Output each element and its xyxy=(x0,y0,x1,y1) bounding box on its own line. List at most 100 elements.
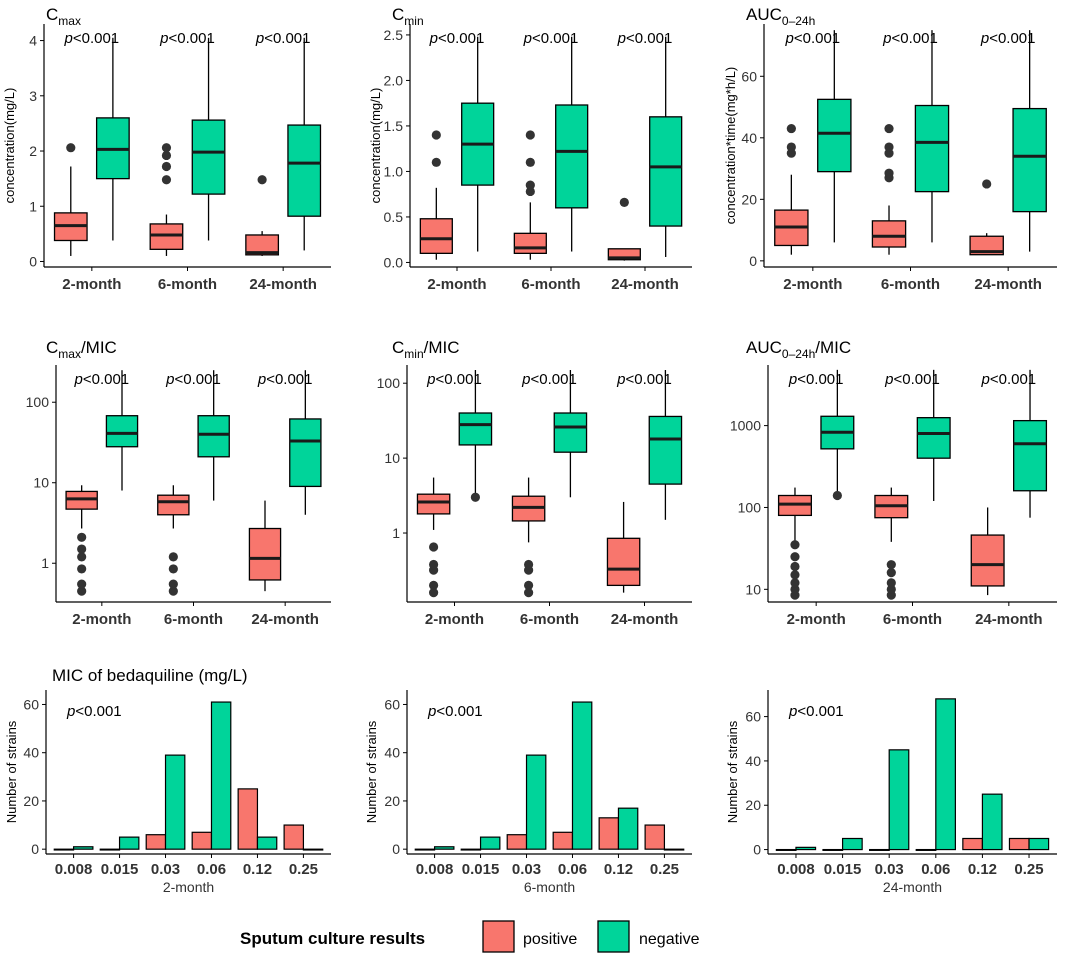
y-tick-label: 2.0 xyxy=(384,72,404,88)
y-tick-label: 40 xyxy=(23,745,39,761)
bar-positive xyxy=(506,834,528,850)
y-tick-label: 100 xyxy=(738,499,762,515)
y-tick-label: 10 xyxy=(384,450,400,466)
panel-title: Cmax xyxy=(46,5,81,28)
outlier-point xyxy=(982,179,992,189)
outlier-point xyxy=(790,578,800,588)
p-value-label: p<0.001 xyxy=(74,371,130,388)
box-positive xyxy=(53,143,88,256)
y-tick-label: 1 xyxy=(41,555,49,571)
box-positive xyxy=(871,123,907,255)
bar-positive xyxy=(962,837,984,851)
box-iqr xyxy=(871,220,907,248)
outlier-point xyxy=(524,559,534,570)
x-category-label: 6-month xyxy=(521,276,580,293)
x-category-label: 0.015 xyxy=(101,861,139,878)
box-positive xyxy=(248,500,282,592)
y-axis-title: Number of strains xyxy=(4,720,19,823)
panel-title: Cmax/MIC xyxy=(46,338,117,361)
outlier-point xyxy=(431,157,441,167)
box-negative xyxy=(914,30,950,243)
outlier-point xyxy=(790,552,800,562)
bar-positive xyxy=(283,824,305,850)
outlier-point xyxy=(790,570,800,580)
p-value-label: p<0.001 xyxy=(255,30,311,47)
bar-negative xyxy=(981,793,1003,851)
box-negative xyxy=(1012,30,1047,252)
panel-cmin: 0.0 0.5 1.0 1.5 2.0 2.5 concentration(mg/L) Cmi… xyxy=(368,5,692,293)
x-category-label: 0.25 xyxy=(1014,861,1043,878)
panel-auc-mic: 10 100 1000 AUC0–24h/MIC 2-month p<0.001 6-mon… xyxy=(730,338,1057,628)
x-category-label: 2-month xyxy=(72,611,131,628)
outlier-point xyxy=(786,142,796,152)
p-value-label: p<0.001 xyxy=(523,30,579,47)
box-positive xyxy=(65,485,98,596)
x-category-label: 24-month xyxy=(249,276,317,293)
y-tick-label: 0 xyxy=(392,841,400,857)
x-category-label: 0.015 xyxy=(462,861,500,878)
outlier-point xyxy=(470,492,480,502)
outlier-point xyxy=(524,580,534,590)
x-category-label: 0.03 xyxy=(151,861,180,878)
box-iqr xyxy=(649,116,683,227)
outlier-point xyxy=(525,180,535,190)
outlier-point xyxy=(525,130,535,140)
box-iqr xyxy=(287,124,322,217)
x-category-label: 0.03 xyxy=(875,861,904,878)
bar-negative xyxy=(118,836,140,850)
bar-positive xyxy=(915,848,937,851)
panel-title: AUC0–24h xyxy=(746,5,815,28)
bar-negative xyxy=(164,754,186,850)
panel-mic-2m: 0 20 40 60 Number of strains MIC of bedaquili… xyxy=(4,666,331,895)
p-value-label: p<0.001 xyxy=(616,371,672,388)
box-iqr xyxy=(419,218,453,254)
y-tick-label: 40 xyxy=(384,745,400,761)
y-axis-title: concentration*time(mg*h/L) xyxy=(723,67,738,225)
outlier-point xyxy=(429,542,439,552)
x-category-label: 0.25 xyxy=(289,861,318,878)
x-category-label: 0.008 xyxy=(777,861,815,878)
outlier-point xyxy=(429,580,439,590)
box-iqr xyxy=(191,119,226,195)
box-iqr xyxy=(513,232,547,254)
panel-cmax-mic: 1 10 100 Cmax/MIC 2-month p<0.001 6-month p<0.0… xyxy=(26,338,331,628)
box-positive xyxy=(874,487,909,600)
bar-positive xyxy=(822,848,844,851)
box-positive xyxy=(777,487,813,600)
bar-negative xyxy=(571,701,593,850)
y-axis-title: Number of strains xyxy=(725,720,740,823)
x-category-label: 0.25 xyxy=(650,861,679,878)
outlier-point xyxy=(77,586,87,596)
box-positive xyxy=(607,197,641,261)
box-iqr xyxy=(157,494,190,516)
y-tick-label: 0 xyxy=(753,842,761,858)
box-negative xyxy=(197,370,230,501)
bar-positive xyxy=(53,848,75,851)
x-category-label: 0.06 xyxy=(197,861,226,878)
y-tick-label: 60 xyxy=(23,696,39,712)
outlier-point xyxy=(886,584,896,594)
box-iqr xyxy=(969,235,1004,256)
x-category-label: 24-month xyxy=(975,611,1043,628)
x-category-label: 24-month xyxy=(611,611,679,628)
panel-cmax: 0 1 2 3 4 concentration(mg/L) Cmax 2-month p<0.0… xyxy=(2,5,331,293)
bar-positive xyxy=(1008,837,1030,851)
y-tick-label: 20 xyxy=(745,797,761,813)
y-tick-label: 10 xyxy=(33,475,49,491)
bar-negative xyxy=(663,848,685,851)
box-iqr xyxy=(916,417,951,459)
bar-positive xyxy=(552,831,574,850)
x-category-label: 24-month xyxy=(251,611,319,628)
outlier-point xyxy=(786,123,796,134)
box-negative xyxy=(287,37,322,251)
x-category-label: 6-month xyxy=(520,611,579,628)
panel-title: Cmin/MIC xyxy=(392,338,460,361)
bar-positive xyxy=(191,831,213,850)
bar-positive xyxy=(414,848,436,851)
bar-negative xyxy=(525,754,547,850)
p-value-label: p<0.001 xyxy=(882,30,938,47)
panel-title: MIC of bedaquiline (mg/L) xyxy=(52,666,248,685)
box-negative xyxy=(289,370,322,515)
